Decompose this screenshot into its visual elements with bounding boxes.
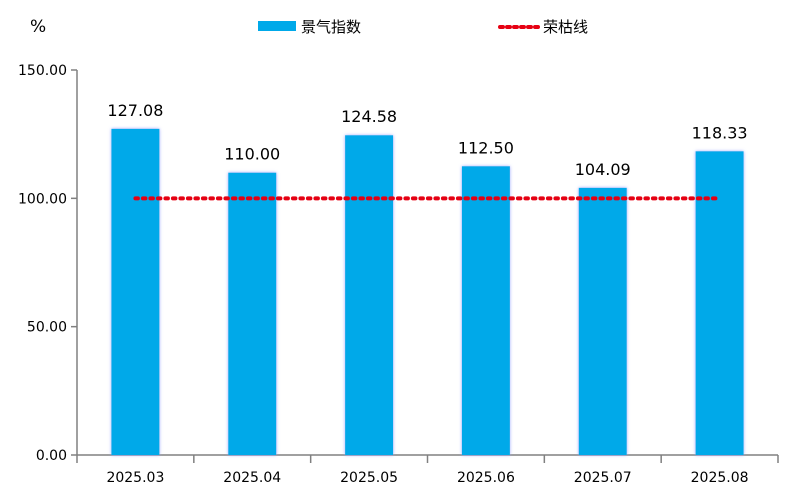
legend-label-bars: 景气指数 — [301, 18, 361, 36]
bar-value-label: 104.09 — [575, 160, 631, 179]
legend: 景气指数 荣枯线 — [258, 18, 588, 36]
bar-labels-group: 127.08 110.00 124.58 112.50 104.09 118.33 — [107, 101, 747, 179]
y-tick-label: 50.00 — [27, 320, 67, 336]
x-tick-label: 2025.06 — [457, 470, 515, 486]
bar — [578, 187, 627, 455]
bar-value-label: 110.00 — [224, 145, 280, 164]
y-tick-label: 100.00 — [18, 191, 67, 207]
y-axis-unit: % — [30, 17, 46, 37]
bar — [345, 135, 394, 455]
bar — [695, 151, 744, 456]
legend-label-line: 荣枯线 — [543, 18, 588, 36]
x-tick-label: 2025.04 — [223, 470, 281, 486]
bar-value-label: 112.50 — [458, 138, 514, 157]
x-tick-label: 2025.08 — [691, 470, 749, 486]
axes: 150.00 100.00 50.00 0.00 2025.03 2025.04 2025.… — [18, 63, 779, 486]
bar-value-label: 118.33 — [692, 123, 748, 142]
x-tick-label: 2025.07 — [574, 470, 632, 486]
bar-value-label: 124.58 — [341, 107, 397, 126]
x-tick-label: 2025.03 — [106, 470, 164, 486]
x-tick-label: 2025.05 — [340, 470, 398, 486]
bar — [461, 166, 510, 455]
y-tick-label: 0.00 — [36, 448, 67, 464]
bars-group — [111, 128, 744, 456]
y-tick-label: 150.00 — [18, 63, 67, 79]
bar — [111, 128, 160, 455]
bar — [228, 172, 277, 455]
bar-value-label: 127.08 — [107, 101, 163, 120]
legend-swatch-bars — [258, 21, 296, 31]
